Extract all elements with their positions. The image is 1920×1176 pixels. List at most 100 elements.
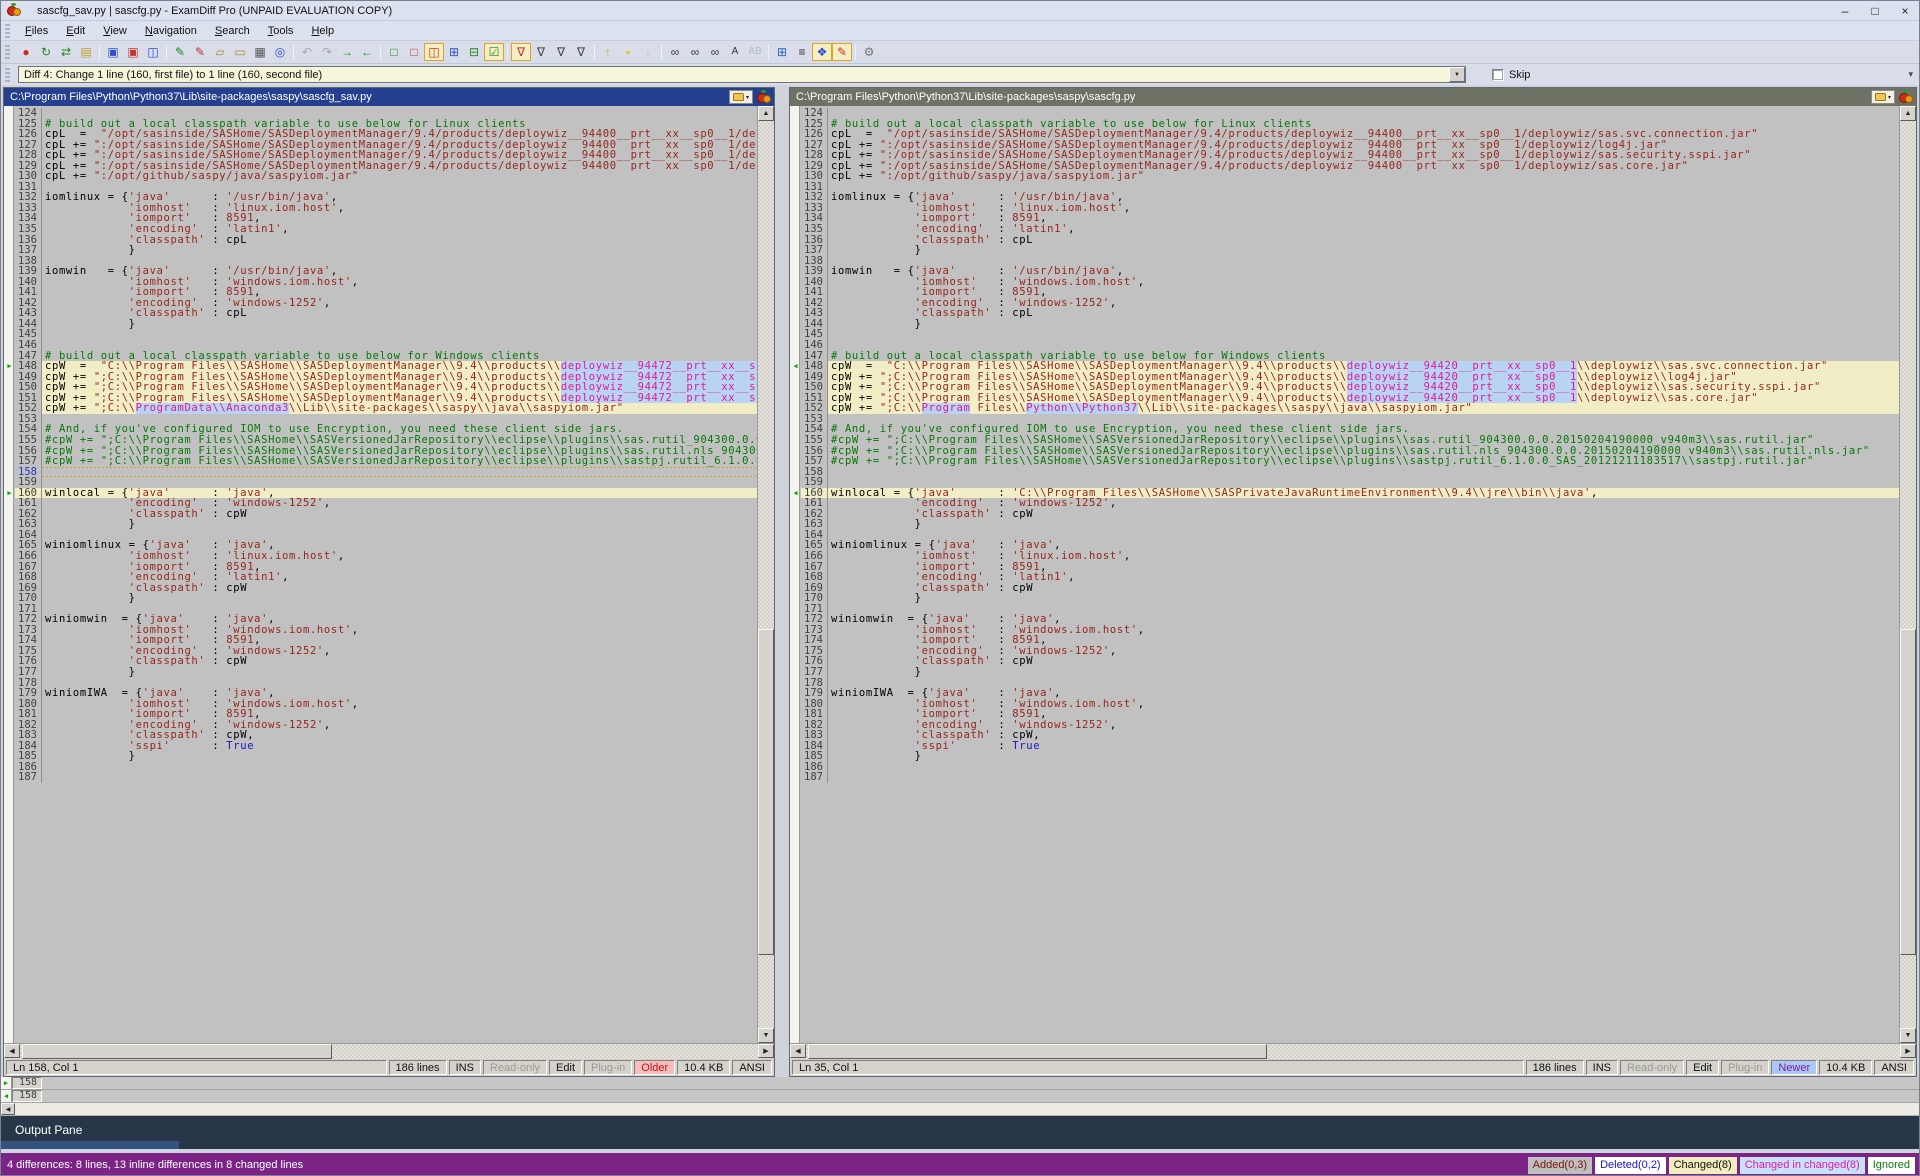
code-line[interactable]: 185 } xyxy=(4,751,757,762)
code-line[interactable]: 176 'classpath' : cpW xyxy=(4,656,757,667)
show-right-only-icon[interactable]: ∇ xyxy=(576,45,586,59)
code-line[interactable]: 167 'iomport' : 8591, xyxy=(4,561,757,573)
code-line[interactable]: 150 cpW += ";C:\\Program Files\\SASHome\\… xyxy=(4,382,757,393)
allow-editing-icon[interactable]: ✎ xyxy=(832,43,852,61)
code-line[interactable]: 174 'iomport' : 8591, xyxy=(790,635,1899,646)
scroll-up-icon[interactable]: ▲ xyxy=(758,106,774,121)
show-left-only-icon[interactable]: ∇ xyxy=(556,45,566,59)
code-line[interactable]: 169 'classpath' : cpW xyxy=(4,583,757,594)
match-case-icon[interactable]: A xyxy=(731,46,739,57)
code-line[interactable]: 182 'encoding' : 'windows-1252', xyxy=(790,720,1899,731)
code-line[interactable]: 153 xyxy=(790,414,1899,425)
code-line[interactable]: 161 'encoding' : 'windows-1252', xyxy=(4,498,757,509)
code-line[interactable]: 165 winiomlinux = {'java' : 'java', xyxy=(4,540,757,551)
menu-tools[interactable]: Tools xyxy=(267,24,294,37)
code-line[interactable]: 132 iomlinux = {'java' : '/usr/bin/java', xyxy=(790,192,1899,203)
code-line[interactable]: 171 xyxy=(790,604,1899,615)
swap-and-recompare-icon[interactable]: ⇄ xyxy=(60,45,72,59)
code-line[interactable]: 184 'sspi' : True xyxy=(4,741,757,752)
examdiff-pane-icon[interactable] xyxy=(1899,89,1913,104)
menu-grip[interactable] xyxy=(5,23,10,38)
code-line[interactable]: 156 #cpW += ";C:\\Program Files\\SASHome\… xyxy=(790,445,1899,457)
code-line[interactable]: 146 xyxy=(790,340,1899,351)
code-line[interactable]: 158 xyxy=(790,467,1899,478)
toolbar-overflow-icon[interactable]: ▾ xyxy=(1908,69,1913,79)
code-line[interactable]: 131 xyxy=(4,182,757,193)
show-differences-only-icon[interactable]: ∇ xyxy=(511,43,531,61)
code-line[interactable]: 175 'encoding' : 'windows-1252', xyxy=(790,646,1899,657)
menu-view[interactable]: View xyxy=(103,24,127,37)
save-second-file-icon[interactable]: ▣ xyxy=(127,45,139,59)
scroll-up-icon[interactable]: ▲ xyxy=(1900,106,1916,121)
code-line[interactable]: 124 xyxy=(4,108,757,119)
diff-selector-dropdown-icon[interactable]: ▼ xyxy=(1449,67,1465,82)
redo-icon[interactable]: ↷ xyxy=(321,45,333,59)
code-line[interactable]: 166 'iomhost' : 'linux.iom.host', xyxy=(4,551,757,562)
scroll-down-icon[interactable]: ▼ xyxy=(1900,1028,1916,1043)
code-line[interactable]: 186 xyxy=(4,762,757,773)
code-line[interactable]: 186 xyxy=(790,762,1899,773)
code-line[interactable]: 149 cpW += ";C:\\Program Files\\SASHome\\… xyxy=(790,372,1899,383)
auto-recompare-icon[interactable]: ☑ xyxy=(484,43,504,61)
show-second-pane-icon[interactable]: □ xyxy=(410,45,418,59)
diff-marker-left-icon[interactable]: ◀ xyxy=(793,488,798,497)
menu-files[interactable]: Files xyxy=(25,24,49,37)
skip-checkbox[interactable] xyxy=(1492,68,1504,81)
code-line[interactable]: 164 xyxy=(790,530,1899,541)
match-whole-word-icon[interactable]: AB xyxy=(748,46,762,57)
scrollbar-thumb[interactable] xyxy=(808,1044,1268,1059)
diffbar-grip[interactable] xyxy=(5,67,10,82)
code-line[interactable]: 142 'encoding' : 'windows-1252', xyxy=(790,298,1899,309)
code-line[interactable]: 125 # build out a local classpath variabl… xyxy=(4,118,757,130)
code-line[interactable]: 146 xyxy=(4,340,757,351)
second-file-horizontal-scrollbar[interactable]: ◀ ▶ xyxy=(790,1043,1916,1059)
diff-marker-right-icon[interactable]: ▶ xyxy=(7,488,12,497)
first-difference-icon[interactable]: ↑ xyxy=(605,45,611,59)
code-line[interactable]: 143 'classpath' : cpL xyxy=(4,308,757,319)
next-difference-icon[interactable]: → xyxy=(341,45,353,59)
code-line[interactable]: 129 cpL += ":/opt/sasinside/SASHome/SASDe… xyxy=(790,161,1899,172)
code-line[interactable]: 138 xyxy=(790,256,1899,267)
code-line[interactable]: 127 cpL += ":/opt/sasinside/SASHome/SASDe… xyxy=(4,140,757,151)
code-line[interactable]: 183 'classpath' : cpW, xyxy=(4,730,757,741)
diff-marker-left-icon[interactable]: ◀ xyxy=(793,362,798,371)
code-line[interactable]: 168 'encoding' : 'latin1', xyxy=(4,572,757,583)
code-line[interactable]: 180 'iomhost' : 'windows.iom.host', xyxy=(790,699,1899,710)
code-line[interactable]: 144 } xyxy=(4,319,757,330)
menu-search[interactable]: Search xyxy=(214,24,250,37)
code-line[interactable]: 184 'sspi' : True xyxy=(790,741,1899,752)
code-line[interactable]: 154 # And, if you've configured IOM to us… xyxy=(790,424,1899,435)
code-line[interactable]: 137 } xyxy=(4,245,757,256)
code-line[interactable]: 140 'iomhost' : 'windows.iom.host', xyxy=(4,277,757,288)
code-line[interactable]: 141 'iomport' : 8591, xyxy=(4,287,757,298)
code-line[interactable]: 141 'iomport' : 8591, xyxy=(790,287,1899,298)
code-line[interactable]: 135 'encoding' : 'latin1', xyxy=(4,224,757,235)
show-line-details-icon[interactable]: ≡ xyxy=(798,45,806,59)
code-line[interactable]: ◀ 160 winlocal = {'java' : 'C:\\Program Fi… xyxy=(790,488,1899,499)
code-line[interactable]: 134 'iomport' : 8591, xyxy=(790,213,1899,225)
code-line[interactable]: 166 'iomhost' : 'linux.iom.host', xyxy=(790,551,1899,562)
second-file-editor[interactable]: 124 125 # build out a local classpath vari… xyxy=(790,106,1899,1043)
recompare-icon[interactable]: ↻ xyxy=(40,45,52,59)
code-line[interactable]: 128 cpL += ":/opt/sasinside/SASHome/SASDe… xyxy=(790,150,1899,161)
examdiff-pane-icon[interactable] xyxy=(757,89,771,104)
current-difference-icon[interactable]: ▪ xyxy=(625,45,631,59)
code-line[interactable]: 162 'classpath' : cpW xyxy=(4,509,757,520)
second-file-vertical-scrollbar[interactable]: ▲ ▼ xyxy=(1899,106,1916,1043)
undo-icon[interactable]: ↶ xyxy=(301,45,313,59)
code-line[interactable]: 175 'encoding' : 'windows-1252', xyxy=(4,646,757,657)
code-line[interactable]: 139 iomwin = {'java' : '/usr/bin/java', xyxy=(4,266,757,277)
status-edit[interactable]: Edit xyxy=(549,1060,583,1075)
minimize-button[interactable]: – xyxy=(1841,3,1849,18)
last-difference-icon[interactable]: ↓ xyxy=(645,45,651,59)
synchronized-scrolling-icon[interactable]: ⊟ xyxy=(468,45,480,59)
code-line[interactable]: 177 } xyxy=(790,667,1899,678)
code-line[interactable]: 162 'classpath' : cpW xyxy=(790,509,1899,520)
code-line[interactable]: 168 'encoding' : 'latin1', xyxy=(790,572,1899,583)
code-line[interactable]: 156 #cpW += ";C:\\Program Files\\SASHome\… xyxy=(4,445,757,457)
scroll-left-icon[interactable]: ◀ xyxy=(1,1103,15,1115)
code-line[interactable]: 177 } xyxy=(4,667,757,678)
code-line[interactable]: 133 'iomhost' : 'linux.iom.host', xyxy=(4,203,757,214)
code-line[interactable]: 152 cpW += ";C:\\ProgramData\\Anaconda3\\… xyxy=(4,403,757,414)
code-line[interactable]: 133 'iomhost' : 'linux.iom.host', xyxy=(790,203,1899,214)
